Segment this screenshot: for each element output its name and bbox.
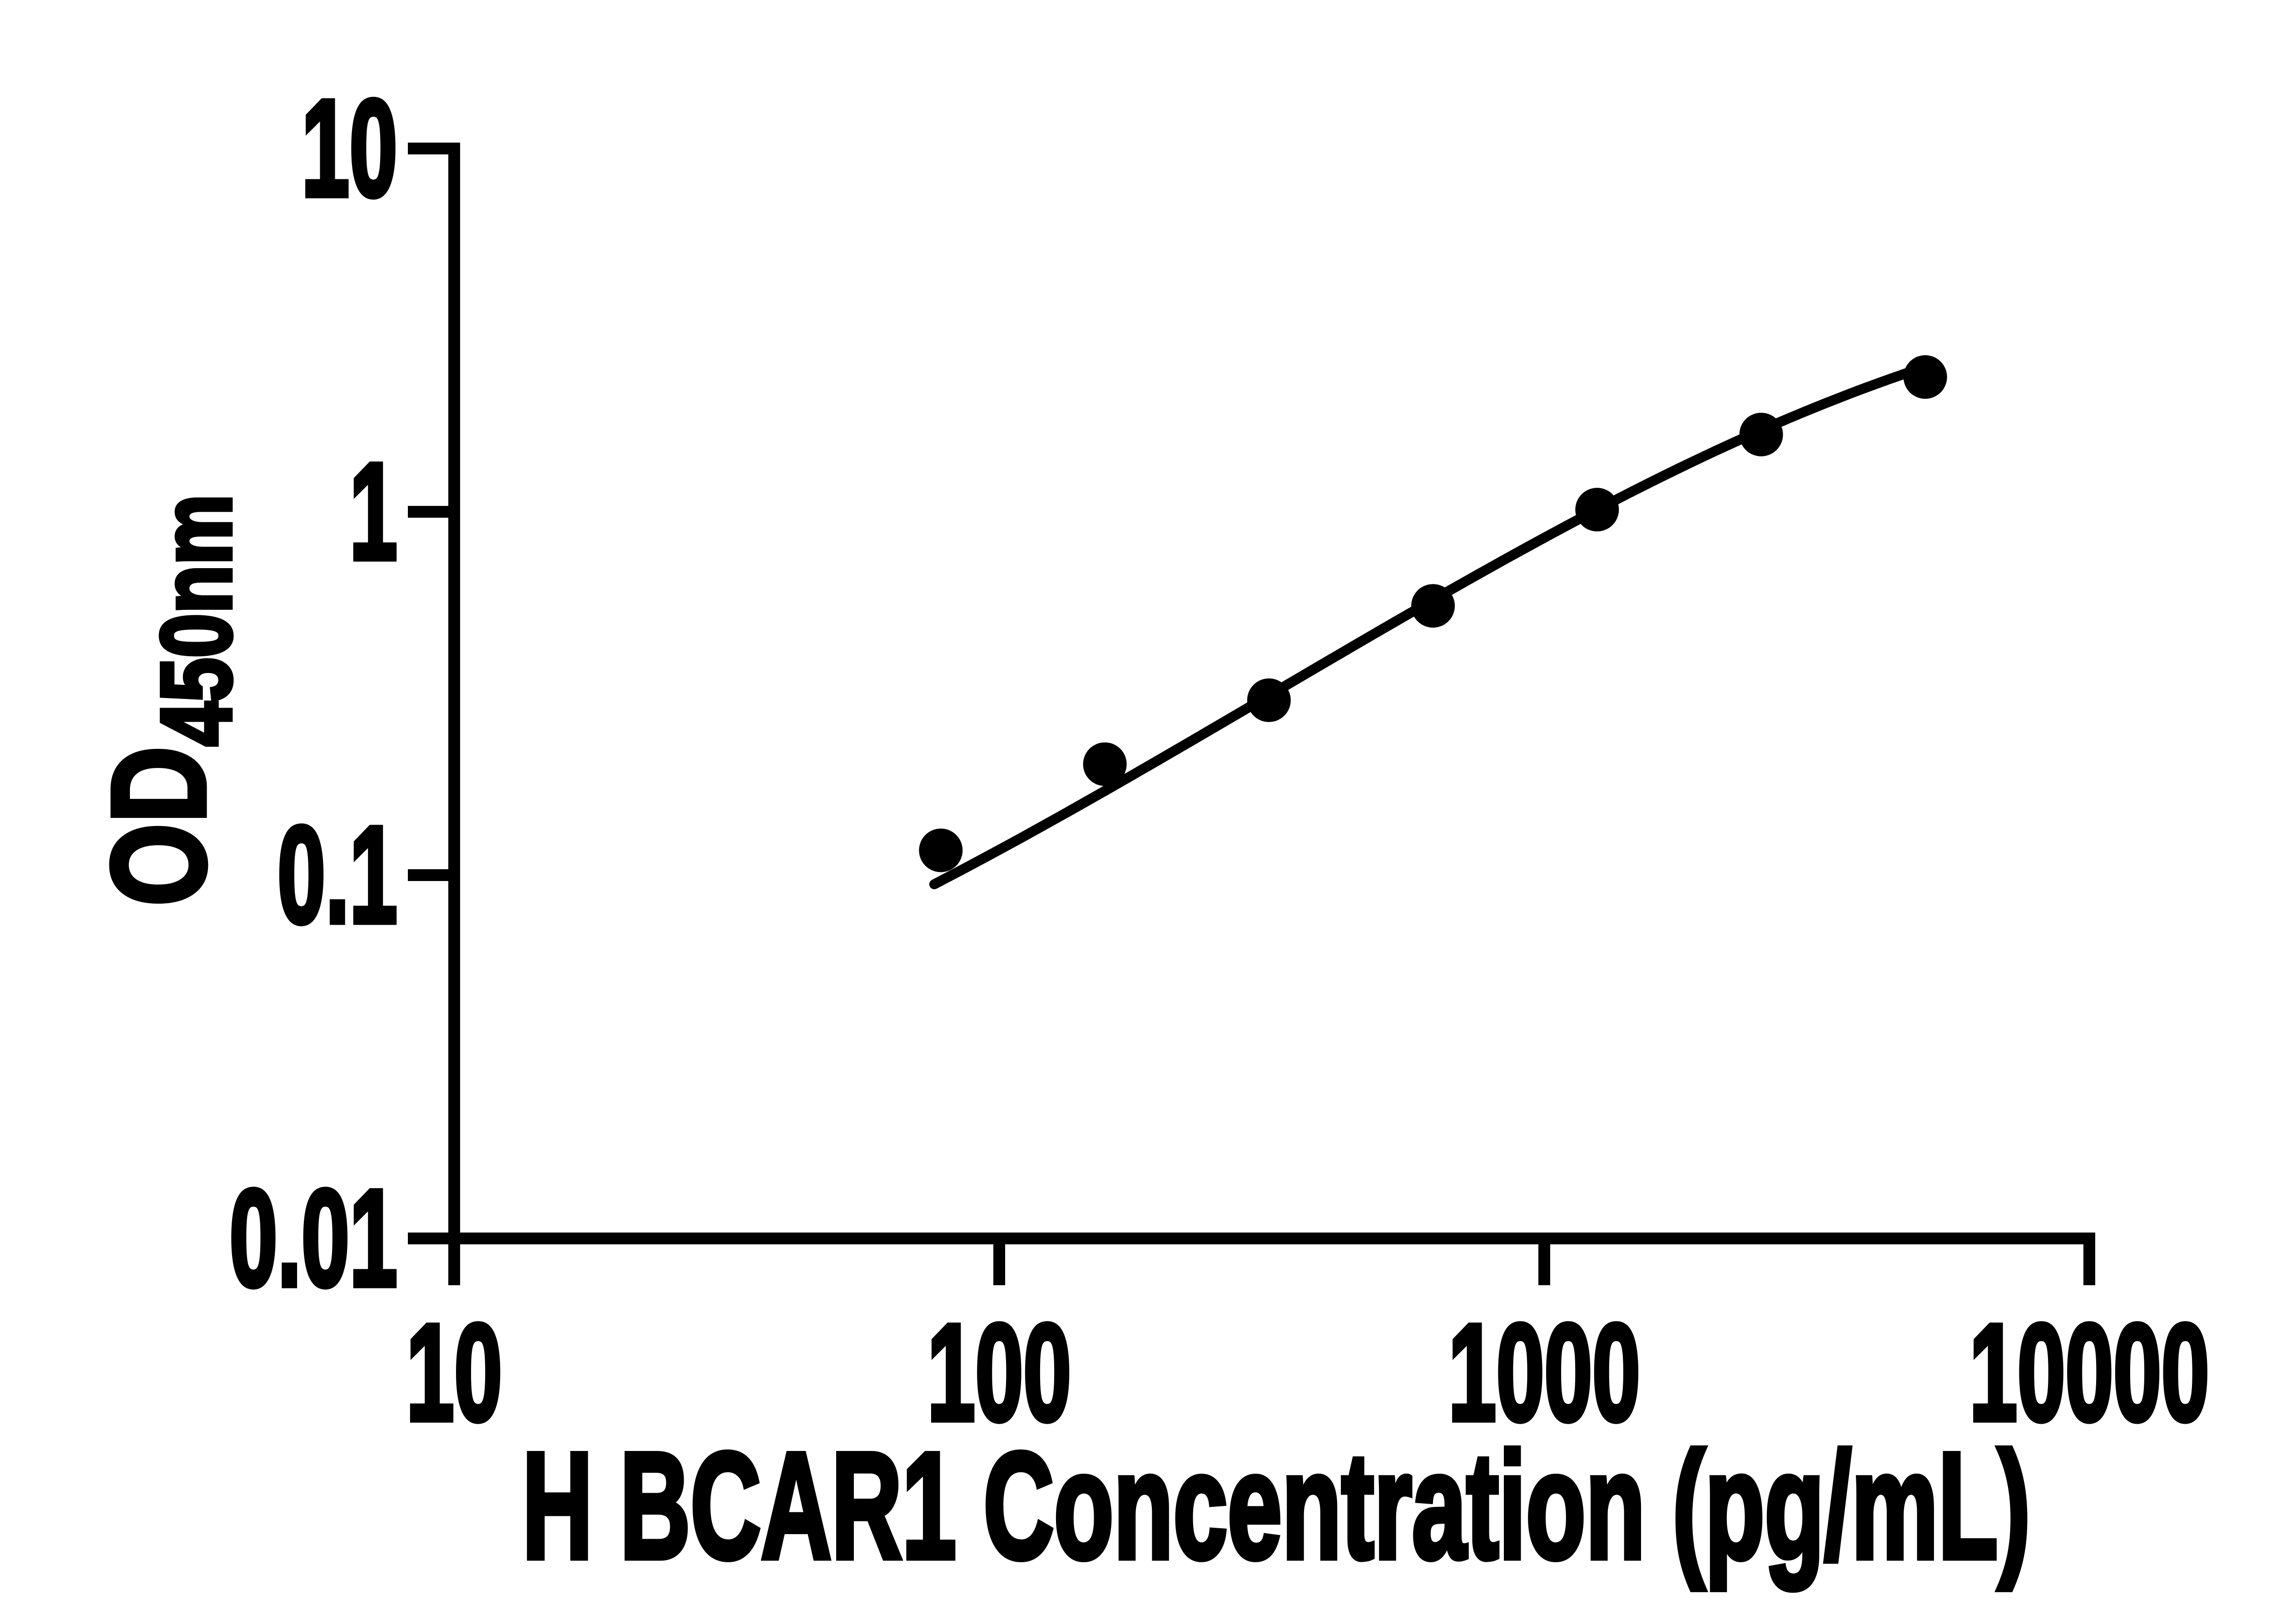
x-tick-label: 1000 xyxy=(1447,1296,1642,1450)
y-tick-label: 1 xyxy=(348,435,399,589)
y-tick-label: 10 xyxy=(300,71,399,226)
data-point xyxy=(919,828,963,872)
y-tick-label: 0.01 xyxy=(228,1161,399,1316)
y-axis-title-main: OD xyxy=(82,744,235,908)
y-tick-label: 0.1 xyxy=(276,798,399,952)
data-point xyxy=(1903,355,1947,399)
data-point xyxy=(1739,412,1783,456)
data-point xyxy=(1247,678,1291,722)
y-axis-title-subscript: 450nm xyxy=(139,492,254,748)
data-point xyxy=(1083,742,1127,786)
data-point xyxy=(1575,488,1619,532)
data-point xyxy=(1411,584,1455,628)
x-axis-title: H BCAR1 Concentration (pg/mL) xyxy=(521,1421,2032,1590)
x-tick-label: 100 xyxy=(926,1296,1073,1450)
x-tick-label: 10000 xyxy=(1968,1296,2211,1450)
y-axis-title: OD450nm xyxy=(82,492,254,908)
x-tick-label: 10 xyxy=(405,1296,504,1450)
